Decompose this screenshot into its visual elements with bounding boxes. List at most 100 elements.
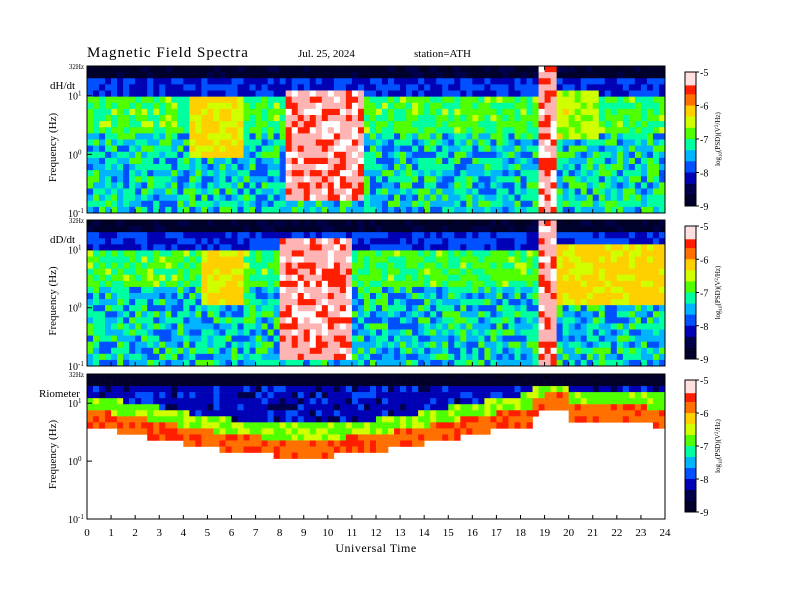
- heatmap-cell: [213, 323, 220, 330]
- heatmap-cell: [442, 115, 449, 122]
- heatmap-cell: [442, 262, 449, 269]
- heatmap-cell: [255, 299, 262, 306]
- heatmap-cell: [604, 311, 612, 318]
- heatmap-cell: [231, 317, 238, 324]
- heatmap-cell: [640, 151, 648, 159]
- heatmap-cell: [111, 96, 118, 104]
- heatmap-cell: [406, 194, 413, 202]
- heatmap-cell: [345, 250, 353, 257]
- heatmap-cell: [652, 256, 660, 263]
- heatmap-cell: [382, 151, 389, 159]
- heatmap-cell: [526, 268, 533, 276]
- heatmap-cell: [568, 194, 575, 202]
- heatmap-cell: [249, 194, 256, 202]
- heatmap-cell: [183, 133, 190, 140]
- heatmap-cell: [574, 238, 582, 245]
- heatmap-cell: [285, 90, 293, 97]
- heatmap-cell: [550, 268, 557, 276]
- heatmap-cell: [640, 182, 648, 189]
- heatmap-cell: [147, 244, 154, 251]
- heatmap-cell: [658, 353, 666, 361]
- colorbar-segment: [685, 310, 696, 313]
- heatmap-cell: [430, 121, 437, 128]
- heatmap-cell: [279, 317, 286, 324]
- heatmap-cell: [231, 170, 238, 177]
- heatmap-cell: [658, 96, 666, 104]
- heatmap-cell: [532, 108, 539, 116]
- heatmap-cell: [123, 256, 130, 263]
- heatmap-cell: [580, 127, 588, 134]
- heatmap-cell: [285, 329, 293, 336]
- heatmap-cell: [231, 359, 238, 367]
- heatmap-cell: [496, 341, 503, 349]
- heatmap-cell: [267, 323, 274, 330]
- heatmap-cell: [177, 182, 184, 189]
- heatmap-cell: [357, 72, 365, 79]
- heatmap-cell: [616, 108, 624, 116]
- heatmap-cell: [111, 182, 118, 189]
- heatmap-cell: [658, 244, 666, 251]
- heatmap-cell: [544, 268, 551, 276]
- heatmap-cell: [430, 188, 437, 195]
- heatmap-cell: [177, 226, 184, 233]
- heatmap-cell: [213, 286, 220, 294]
- heatmap-cell: [87, 182, 94, 189]
- heatmap-cell: [273, 115, 280, 122]
- heatmap-cell: [345, 133, 353, 140]
- heatmap-cell: [357, 84, 365, 91]
- heatmap-cell: [339, 115, 347, 122]
- heatmap-cell: [514, 121, 521, 128]
- heatmap-cell: [382, 127, 389, 134]
- heatmap-cell: [640, 84, 648, 91]
- heatmap-cell: [544, 250, 551, 257]
- heatmap-cell: [430, 238, 437, 245]
- heatmap-cell: [159, 256, 166, 263]
- heatmap-cell: [520, 78, 527, 85]
- heatmap-cell: [135, 238, 142, 245]
- heatmap-cell: [99, 151, 106, 159]
- heatmap-cell: [261, 220, 268, 227]
- heatmap-cell: [400, 164, 407, 171]
- heatmap-cell: [165, 311, 172, 318]
- heatmap-cell: [454, 127, 461, 134]
- heatmap-cell: [255, 280, 262, 288]
- heatmap-cell: [490, 194, 497, 202]
- heatmap-cell: [388, 250, 395, 257]
- y-tick-label: 32Hz: [69, 217, 84, 225]
- heatmap-cell: [574, 115, 582, 122]
- heatmap-cell: [646, 96, 654, 104]
- heatmap-cell: [135, 127, 142, 134]
- heatmap-cell: [237, 84, 244, 91]
- heatmap-cell: [586, 102, 594, 110]
- heatmap-cell: [394, 133, 401, 140]
- heatmap-cell: [652, 200, 660, 208]
- heatmap-cell: [363, 200, 371, 208]
- heatmap-cell: [333, 151, 341, 159]
- heatmap-cell: [598, 274, 606, 282]
- heatmap-cell: [87, 96, 94, 104]
- heatmap-cell: [394, 108, 401, 116]
- heatmap-cell: [87, 72, 94, 79]
- heatmap-cell: [135, 102, 142, 110]
- heatmap-cell: [604, 78, 612, 85]
- heatmap-cell: [261, 78, 268, 85]
- heatmap-cell: [526, 108, 533, 116]
- heatmap-cell: [141, 392, 148, 399]
- heatmap-cell: [327, 139, 335, 146]
- heatmap-cell: [634, 115, 642, 122]
- heatmap-cell: [454, 188, 461, 195]
- heatmap-cell: [400, 84, 407, 91]
- heatmap-cell: [369, 66, 377, 73]
- heatmap-cell: [87, 78, 94, 85]
- heatmap-cell: [159, 102, 166, 110]
- heatmap-cell: [183, 317, 190, 324]
- heatmap-cell: [279, 72, 286, 79]
- heatmap-cell: [189, 66, 196, 73]
- heatmap-cell: [129, 256, 136, 263]
- heatmap-cell: [243, 96, 250, 104]
- heatmap-cell: [123, 404, 130, 411]
- heatmap-cell: [351, 194, 359, 202]
- heatmap-cell: [418, 232, 425, 239]
- colorbar-segment: [685, 228, 696, 231]
- heatmap-cell: [550, 90, 557, 97]
